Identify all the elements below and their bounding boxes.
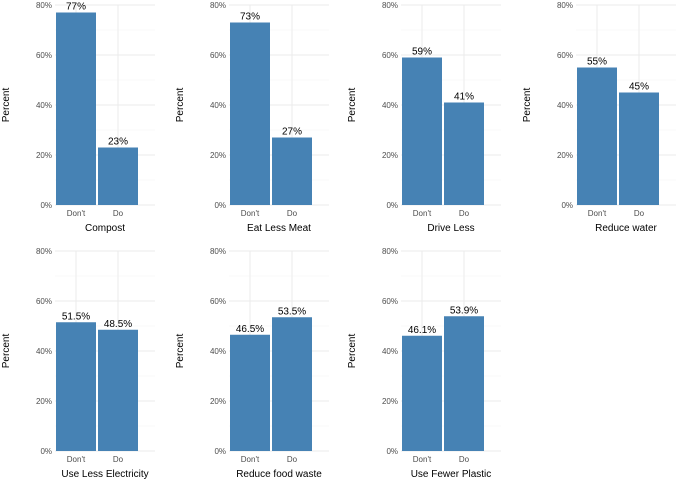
bar-dont — [577, 67, 617, 205]
data-label: 46.1% — [408, 325, 436, 336]
data-label: 73% — [240, 12, 260, 23]
chart-panel-4: 0% 20% 40% 60% 80% Percent 55% Don't 45% Do Reduce… — [522, 1, 676, 234]
y-tick-label: 20% — [382, 397, 398, 406]
x-axis-title: Compost — [85, 223, 125, 234]
chart-panel-3: 0% 20% 40% 60% 80% Percent 59% Don't 41% Do Drive … — [347, 1, 501, 234]
bar-dont — [402, 57, 442, 205]
bar-do — [444, 102, 484, 205]
x-tick-label: Don't — [67, 209, 86, 218]
y-tick-label: 0% — [561, 201, 573, 210]
x-axis-title: Reduce food waste — [236, 469, 322, 480]
y-tick-label: 0% — [40, 447, 52, 456]
data-label: 59% — [412, 47, 432, 58]
y-tick-label: 20% — [210, 151, 226, 160]
y-tick-label: 80% — [557, 1, 573, 10]
data-label: 53.9% — [450, 305, 478, 316]
x-axis-title: Use Fewer Plastic — [411, 469, 492, 480]
data-label: 46.5% — [236, 324, 264, 335]
bar-dont — [230, 334, 270, 451]
y-tick-label: 20% — [36, 397, 52, 406]
y-tick-label: 40% — [382, 101, 398, 110]
y-tick-label: 80% — [36, 247, 52, 256]
data-label: 55% — [587, 57, 607, 68]
y-axis-title: Percent — [175, 88, 186, 123]
y-tick-label: 40% — [210, 101, 226, 110]
chart-panel-5: 0% 20% 40% 60% 80% Percent 51.5% Don't 48.5% Do Us… — [1, 247, 155, 480]
x-tick-label: Do — [634, 209, 645, 218]
x-tick-label: Don't — [67, 455, 86, 464]
x-tick-label: Don't — [588, 209, 607, 218]
x-tick-label: Do — [287, 455, 298, 464]
bar-do — [272, 317, 312, 451]
data-label: 23% — [108, 137, 128, 148]
bar-do — [98, 147, 138, 205]
y-tick-label: 40% — [210, 347, 226, 356]
data-label: 27% — [282, 127, 302, 138]
y-tick-label: 80% — [210, 1, 226, 10]
y-tick-label: 20% — [36, 151, 52, 160]
y-tick-label: 80% — [36, 1, 52, 10]
x-axis-title: Eat Less Meat — [247, 223, 311, 234]
x-tick-label: Don't — [241, 455, 260, 464]
y-tick-label: 40% — [36, 101, 52, 110]
y-tick-label: 60% — [210, 297, 226, 306]
bar-dont — [230, 22, 270, 205]
chart-panel-6: 0% 20% 40% 60% 80% Percent 46.5% Don't 53.5% Do Re… — [175, 247, 329, 480]
bar-dont — [56, 12, 96, 205]
y-axis-title: Percent — [347, 334, 358, 369]
y-tick-label: 80% — [210, 247, 226, 256]
data-label: 41% — [454, 92, 474, 103]
bar-dont — [402, 335, 442, 451]
data-label: 77% — [66, 2, 86, 13]
bar-do — [444, 316, 484, 451]
y-tick-label: 60% — [382, 51, 398, 60]
x-tick-label: Don't — [413, 209, 432, 218]
y-axis-title: Percent — [1, 334, 12, 369]
y-axis-title: Percent — [522, 88, 533, 123]
chart-panel-7: 0% 20% 40% 60% 80% Percent 46.1% Don't 53.9% Do Us… — [347, 247, 501, 480]
bar-dont — [56, 322, 96, 451]
y-tick-label: 60% — [557, 51, 573, 60]
y-tick-label: 60% — [36, 51, 52, 60]
x-axis-title: Drive Less — [427, 223, 474, 234]
y-tick-label: 40% — [557, 101, 573, 110]
x-tick-label: Do — [113, 209, 124, 218]
y-tick-label: 0% — [386, 447, 398, 456]
y-tick-label: 20% — [210, 397, 226, 406]
y-tick-label: 0% — [214, 447, 226, 456]
y-tick-label: 40% — [382, 347, 398, 356]
chart-panel-1: 0% 20% 40% 60% 80% Percent 77% Don't 23% Do Compos… — [1, 1, 155, 234]
y-tick-label: 60% — [36, 297, 52, 306]
bar-do — [98, 329, 138, 451]
chart-panel-2: 0% 20% 40% 60% 80% Percent 73% Don't 27% Do Eat Le… — [175, 1, 329, 234]
x-tick-label: Do — [459, 455, 470, 464]
y-tick-label: 0% — [40, 201, 52, 210]
y-tick-label: 20% — [557, 151, 573, 160]
data-label: 45% — [629, 82, 649, 93]
x-axis-title: Reduce water — [595, 223, 657, 234]
x-tick-label: Don't — [413, 455, 432, 464]
data-label: 53.5% — [278, 306, 306, 317]
y-tick-label: 0% — [214, 201, 226, 210]
y-axis-title: Percent — [1, 88, 12, 123]
y-axis-title: Percent — [175, 334, 186, 369]
bar-do — [619, 92, 659, 205]
y-tick-label: 0% — [386, 201, 398, 210]
y-tick-label: 80% — [382, 1, 398, 10]
x-tick-label: Do — [113, 455, 124, 464]
y-tick-label: 60% — [210, 51, 226, 60]
x-tick-label: Don't — [241, 209, 260, 218]
x-axis-title: Use Less Electricity — [61, 469, 148, 480]
data-label: 51.5% — [62, 311, 90, 322]
data-label: 48.5% — [104, 319, 132, 330]
y-tick-label: 60% — [382, 297, 398, 306]
bar-do — [272, 137, 312, 205]
x-tick-label: Do — [287, 209, 298, 218]
x-tick-label: Do — [459, 209, 470, 218]
y-axis-title: Percent — [347, 88, 358, 123]
y-tick-label: 20% — [382, 151, 398, 160]
y-tick-label: 40% — [36, 347, 52, 356]
y-tick-label: 80% — [382, 247, 398, 256]
